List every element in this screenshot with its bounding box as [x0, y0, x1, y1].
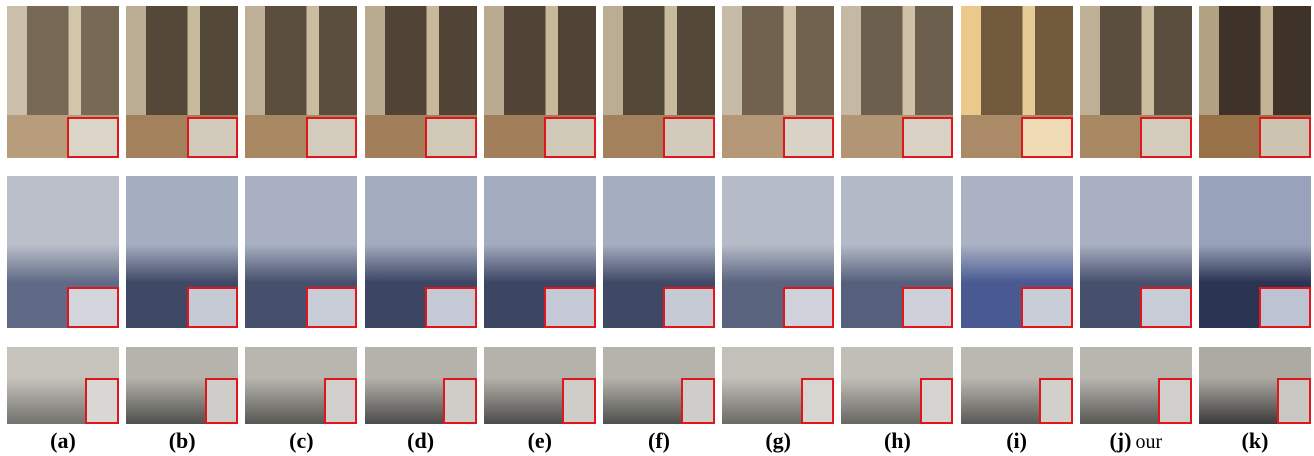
photo [484, 347, 596, 424]
caption-label: (e) [528, 428, 552, 453]
zoom-inset [67, 287, 119, 328]
photo [603, 347, 715, 424]
caption-label: (k) [1242, 428, 1269, 453]
zoom-inset [544, 287, 596, 328]
zoom-inset [663, 287, 715, 328]
caption: (d) [365, 428, 477, 454]
photo [1199, 347, 1311, 424]
zoom-inset [1140, 117, 1192, 158]
photo [7, 347, 119, 424]
zoom-inset [681, 378, 715, 424]
photo [365, 347, 477, 424]
zoom-inset [902, 287, 954, 328]
photo [1199, 6, 1311, 158]
caption: (j)our [1080, 428, 1192, 454]
photo [722, 347, 834, 424]
zoom-inset [425, 117, 477, 158]
caption: (e) [484, 428, 596, 454]
zoom-inset [783, 117, 835, 158]
caption: (a) [7, 428, 119, 454]
zoom-inset [801, 378, 835, 424]
figure: (a) (b) (c) (d) (e) (f) (g) (h) (i) (j)our (k) [0, 0, 1314, 456]
caption: (g) [722, 428, 834, 454]
photo [126, 176, 238, 328]
zoom-inset [187, 117, 239, 158]
photo [365, 6, 477, 158]
zoom-inset [1039, 378, 1073, 424]
caption-label: (d) [407, 428, 434, 453]
photo [722, 176, 834, 328]
zoom-inset [562, 378, 596, 424]
caption-label: (h) [884, 428, 911, 453]
photo [1080, 176, 1192, 328]
zoom-inset [67, 117, 119, 158]
zoom-inset [187, 287, 239, 328]
caption: (k) [1199, 428, 1311, 454]
zoom-inset [85, 378, 119, 424]
caption-note: our [1135, 431, 1162, 453]
photo [1080, 347, 1192, 424]
photo [722, 6, 834, 158]
caption: (f) [603, 428, 715, 454]
zoom-inset [205, 378, 239, 424]
caption-label: (j) [1109, 428, 1131, 453]
caption-label: (g) [765, 428, 791, 453]
zoom-inset [425, 287, 477, 328]
photo [961, 176, 1073, 328]
zoom-inset [663, 117, 715, 158]
zoom-inset [1021, 117, 1073, 158]
photo [7, 6, 119, 158]
zoom-inset [902, 117, 954, 158]
zoom-inset [1277, 378, 1311, 424]
photo [961, 6, 1073, 158]
zoom-inset [1021, 287, 1073, 328]
photo [484, 176, 596, 328]
photo [841, 6, 953, 158]
caption-label: (b) [169, 428, 196, 453]
photo [245, 6, 357, 158]
zoom-inset [1259, 287, 1311, 328]
photo [603, 6, 715, 158]
photo [603, 176, 715, 328]
caption-label: (c) [289, 428, 313, 453]
photo [1199, 176, 1311, 328]
photo [841, 176, 953, 328]
photo [961, 347, 1073, 424]
zoom-inset [1158, 378, 1192, 424]
caption-label: (i) [1006, 428, 1027, 453]
caption: (b) [126, 428, 238, 454]
photo [126, 347, 238, 424]
zoom-inset [544, 117, 596, 158]
photo [245, 176, 357, 328]
photo [126, 6, 238, 158]
caption: (c) [245, 428, 357, 454]
zoom-inset [443, 378, 477, 424]
zoom-inset [324, 378, 358, 424]
photo [1080, 6, 1192, 158]
zoom-inset [920, 378, 954, 424]
caption-label: (a) [50, 428, 76, 453]
photo [841, 347, 953, 424]
caption-label: (f) [648, 428, 670, 453]
photo [245, 347, 357, 424]
caption: (i) [961, 428, 1073, 454]
zoom-inset [1140, 287, 1192, 328]
zoom-inset [1259, 117, 1311, 158]
photo [7, 176, 119, 328]
photo [365, 176, 477, 328]
zoom-inset [306, 117, 358, 158]
photo [484, 6, 596, 158]
caption: (h) [841, 428, 953, 454]
zoom-inset [306, 287, 358, 328]
zoom-inset [783, 287, 835, 328]
